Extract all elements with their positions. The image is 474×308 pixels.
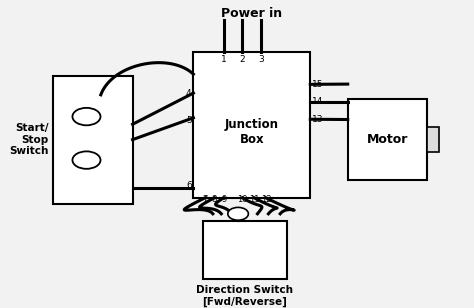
Text: 3: 3 [258, 55, 264, 64]
Text: 6: 6 [186, 181, 192, 190]
Text: Junction
Box: Junction Box [225, 118, 279, 146]
Bar [53, 76, 133, 204]
Bar [348, 99, 427, 180]
Circle shape [73, 108, 100, 125]
Bar [193, 52, 310, 198]
Text: 7: 7 [202, 195, 208, 204]
Text: 13: 13 [312, 115, 323, 124]
Text: Motor: Motor [367, 133, 408, 146]
Bar [427, 128, 439, 152]
Text: Direction Switch
[Fwd/Reverse]: Direction Switch [Fwd/Reverse] [196, 285, 293, 307]
Text: 15: 15 [312, 80, 323, 89]
Text: 4: 4 [185, 89, 191, 98]
Text: 10: 10 [237, 195, 248, 204]
Text: 9: 9 [221, 195, 227, 204]
Text: 8: 8 [212, 195, 217, 204]
Text: 14: 14 [312, 97, 323, 106]
Circle shape [228, 207, 248, 220]
Text: 5: 5 [186, 116, 192, 125]
Text: 11: 11 [249, 195, 259, 204]
Text: Start/
Stop
Switch: Start/ Stop Switch [9, 123, 48, 156]
Text: 2: 2 [240, 55, 246, 64]
Circle shape [73, 151, 100, 169]
Text: Power in: Power in [221, 7, 283, 20]
Text: 12: 12 [261, 195, 271, 204]
Text: 1: 1 [221, 55, 227, 64]
Bar [203, 221, 287, 279]
